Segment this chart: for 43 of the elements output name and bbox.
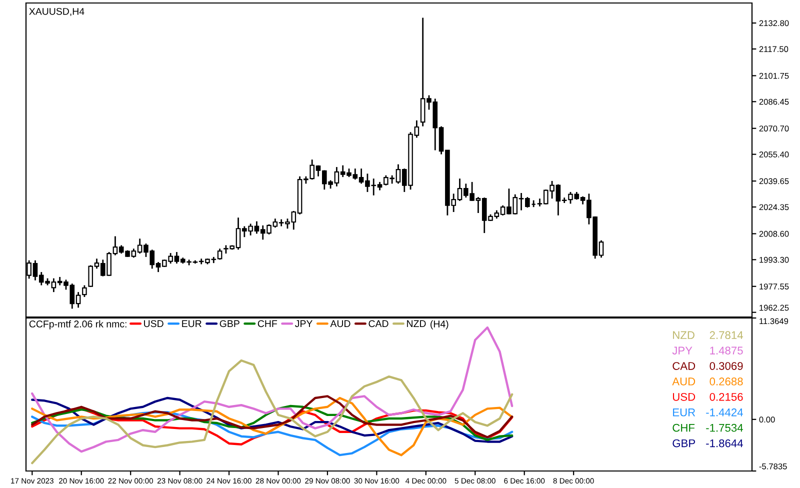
y-tick-label: 2039.65 xyxy=(759,178,789,184)
annotation: -1.7534 xyxy=(706,424,743,432)
text: GBP xyxy=(672,439,696,448)
y-tick-label: 2117.50 xyxy=(759,46,788,52)
text: CAD xyxy=(672,362,696,370)
text: USD xyxy=(673,392,696,401)
chart-title: XAUUSD,H4 xyxy=(29,8,84,16)
y-tick-label: 1977.55 xyxy=(760,284,789,290)
legend-label: GBP xyxy=(220,320,240,328)
annotation: 0.2688 xyxy=(710,378,743,386)
legend-label: USD xyxy=(144,320,164,328)
y-tick-label: 11.3649 xyxy=(760,318,788,324)
legend-label: CHF xyxy=(258,320,277,328)
chart-title: CCFp-mtf 2.06 rk nmc: xyxy=(29,320,126,330)
y-tick-label: 2055.40 xyxy=(759,152,789,158)
legend-label: NZD xyxy=(407,320,426,327)
annotation: 0.2156 xyxy=(710,392,743,401)
y-tick-label: 1993.30 xyxy=(760,256,789,263)
y-tick-label: -5.7835 xyxy=(759,463,787,470)
y-tick-label: 2086.45 xyxy=(759,98,789,105)
text: JPY xyxy=(672,346,692,354)
text: NZD xyxy=(673,331,694,339)
legend-label: CAD xyxy=(368,320,388,328)
y-tick-label: 2132.80 xyxy=(759,20,789,26)
y-tick-label: 2024.35 xyxy=(759,204,789,210)
annotation: 2.7814 xyxy=(710,331,743,340)
y-tick-label: 1962.25 xyxy=(760,304,789,311)
legend-label: AUD xyxy=(330,320,350,328)
candlestick xyxy=(217,248,222,260)
text: EUR xyxy=(673,408,696,416)
annotation: 1.4875 xyxy=(710,346,743,354)
annotation: -1.4424 xyxy=(706,408,743,416)
y-tick-label: 0.00 xyxy=(759,416,775,422)
y-tick-label: 2008.60 xyxy=(759,230,789,237)
text: AUD xyxy=(672,378,696,386)
legend-label: EUR xyxy=(182,320,202,328)
y-tick-label: 2070.70 xyxy=(759,126,789,132)
legend-label: JPY xyxy=(295,320,312,328)
y-tick-label: 2101.75 xyxy=(759,72,789,79)
text: CHF xyxy=(672,424,695,432)
annotation: -1.8644 xyxy=(706,439,743,448)
annotation: (H4) xyxy=(430,320,448,330)
annotation: 0.3069 xyxy=(710,362,743,370)
